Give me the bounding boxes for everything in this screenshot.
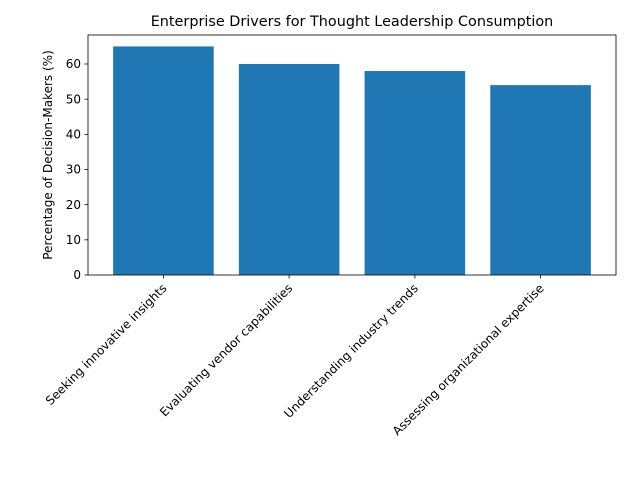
bar-3 [364, 71, 466, 276]
y-axis-ticks: 0 10 20 30 40 50 60 [66, 57, 88, 282]
plot-frame [87, 34, 617, 276]
x-tick-label: Seeking innovative insights [43, 281, 170, 408]
x-tick-label: Assessing organizational expertise [390, 281, 547, 438]
y-tick-label: 40 [66, 128, 81, 142]
y-axis-label: Percentage of Decision-Makers (%) [41, 50, 55, 260]
y-tick-label: 10 [66, 233, 81, 247]
y-tick-label: 20 [66, 198, 81, 212]
y-tick-label: 30 [66, 163, 81, 177]
y-tick-label: 0 [73, 268, 81, 282]
bar-4 [490, 85, 591, 275]
x-tick-label: Evaluating vendor capabilities [157, 281, 295, 419]
x-tick-label: Understanding industry trends [281, 281, 421, 421]
bar-1 [113, 46, 214, 275]
y-tick-label: 50 [66, 92, 81, 106]
bars-layer [113, 46, 591, 276]
bar-2 [238, 64, 340, 275]
axes-frame [87, 34, 617, 276]
y-tick-label: 60 [66, 57, 81, 71]
chart-title: Enterprise Drivers for Thought Leadershi… [151, 14, 554, 30]
